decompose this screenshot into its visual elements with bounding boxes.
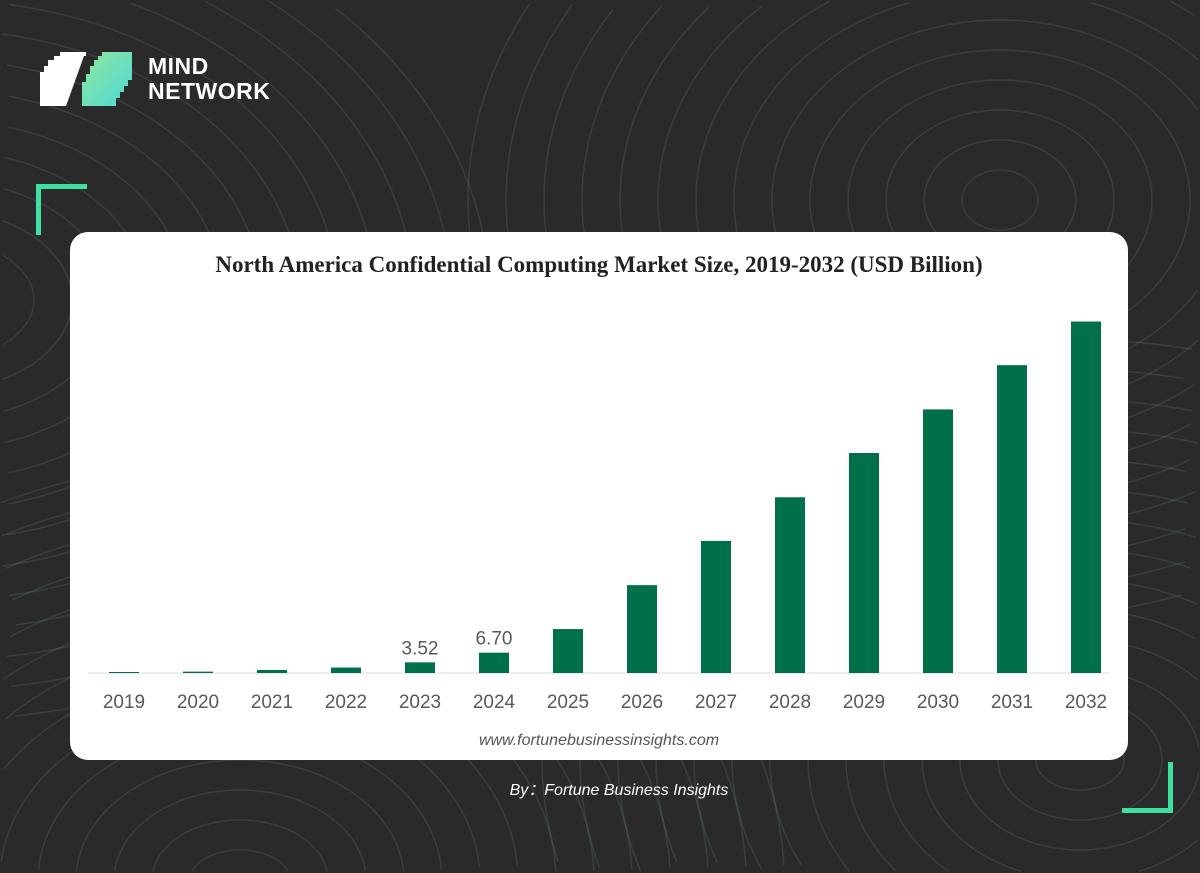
contour-line bbox=[959, 669, 1200, 851]
x-tick-label: 2023 bbox=[399, 692, 441, 713]
bar-2029 bbox=[849, 453, 879, 673]
x-tick-label: 2030 bbox=[917, 692, 959, 713]
contour-line bbox=[191, 849, 289, 873]
bar-chart: 2019 2020 2021 2022 2023 3.52 2024 6.70 2025 2026… bbox=[88, 321, 1110, 713]
x-tick-label: 2032 bbox=[1065, 692, 1107, 713]
bar-2031 bbox=[997, 365, 1027, 673]
x-tick-label: 2019 bbox=[103, 692, 145, 713]
bar-2023 bbox=[405, 662, 435, 673]
bar-2030 bbox=[923, 409, 953, 673]
bar-2026 bbox=[627, 585, 657, 673]
bar-2022 bbox=[331, 667, 361, 673]
x-tick-label: 2026 bbox=[621, 692, 663, 713]
bar-2032 bbox=[1071, 321, 1101, 673]
logo-mark-icon bbox=[40, 52, 132, 106]
bar-2024 bbox=[479, 652, 509, 673]
x-tick-label: 2027 bbox=[695, 692, 737, 713]
bar-2028 bbox=[775, 497, 805, 673]
x-tick-label: 2028 bbox=[769, 692, 811, 713]
contour-line bbox=[1, 219, 73, 381]
chart-title: North America Confidential Computing Mar… bbox=[215, 252, 983, 277]
contour-line bbox=[152, 819, 328, 872]
chart-card: 2019 2020 2021 2022 2023 3.52 2024 6.70 2025 2026… bbox=[70, 232, 1128, 760]
contour-line bbox=[2, 254, 35, 346]
x-tick-label: 2029 bbox=[843, 692, 885, 713]
x-tick-label: 2021 bbox=[251, 692, 293, 713]
contour-line bbox=[113, 789, 367, 871]
contour-line bbox=[961, 169, 1039, 231]
mind-network-logo: MIND NETWORK bbox=[40, 52, 270, 106]
bar-2025 bbox=[553, 629, 583, 673]
corner-bracket-bottom-right bbox=[1122, 762, 1173, 813]
data-label: 6.70 bbox=[476, 629, 513, 650]
contour-line bbox=[75, 759, 405, 872]
x-tick-label: 2024 bbox=[473, 692, 516, 713]
brand-line-1: MIND bbox=[148, 53, 209, 79]
chart-source: www.fortunebusinessinsights.com bbox=[478, 732, 720, 749]
bar-2020 bbox=[183, 671, 213, 673]
byline: By：Fortune Business Insights bbox=[509, 782, 729, 799]
x-tick-label: 2031 bbox=[991, 692, 1033, 713]
x-tick-label: 2025 bbox=[547, 692, 589, 713]
data-label: 3.52 bbox=[402, 638, 439, 659]
bar-2019 bbox=[109, 672, 139, 673]
brand-line-2: NETWORK bbox=[148, 78, 271, 104]
x-tick-label: 2020 bbox=[177, 692, 219, 713]
x-tick-label: 2022 bbox=[325, 692, 367, 713]
bar-2021 bbox=[257, 669, 287, 673]
corner-bracket-top-left bbox=[36, 184, 87, 235]
bar-2027 bbox=[701, 540, 731, 673]
